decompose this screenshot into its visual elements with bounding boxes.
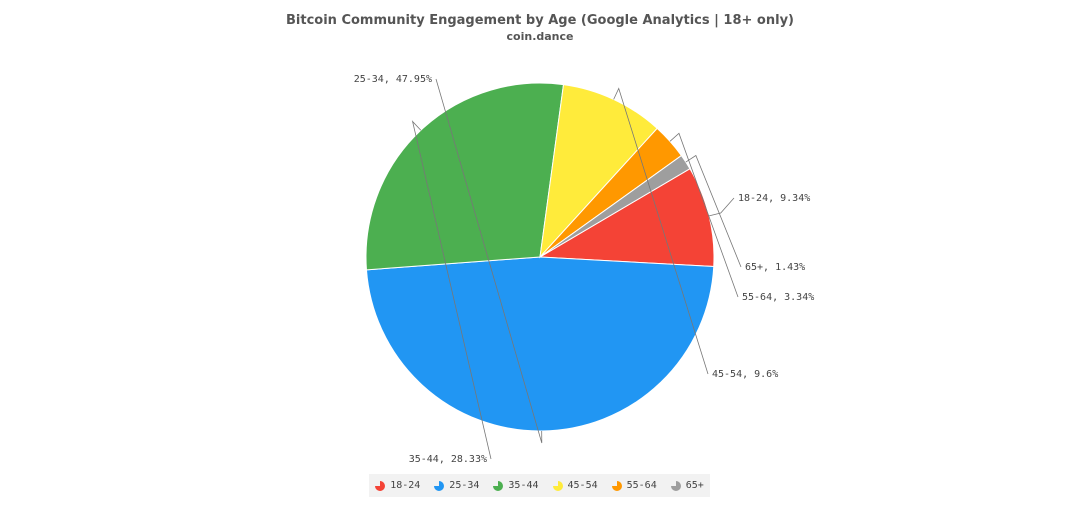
data-label-connector [669,132,739,298]
pie-slice-35-44[interactable] [365,82,565,271]
pie-slice-icon [375,480,386,491]
legend-label: 55-64 [626,480,657,491]
pie-slice-65-plus[interactable] [539,154,691,258]
legend-item-25-34[interactable]: 25-34 [434,480,479,491]
chart-title: Bitcoin Community Engagement by Age (Goo… [286,13,794,28]
pie-slice-25-34[interactable] [365,256,715,432]
chart-subtitle: coin.dance [506,30,574,43]
legend-item-55-64[interactable]: 55-64 [611,480,657,491]
data-label-65-plus: 65+, 1.43% [745,262,805,273]
data-label-35-44: 35-44, 28.33% [409,454,487,465]
legend-label: 65+ [685,480,704,491]
legend-item-45-54[interactable]: 45-54 [552,480,598,491]
data-label-45-54: 45-54, 9.6% [712,369,778,380]
pie-slice-icon [670,480,681,491]
legend-label: 45-54 [567,480,598,491]
pie-slice-icon [434,480,445,491]
legend-item-18-24[interactable]: 18-24 [375,480,420,491]
chart-legend: 18-24 25-34 35-44 45-54 55-64 65+ [369,474,710,497]
data-label-connector [613,87,709,375]
legend-label: 25-34 [449,480,480,491]
data-label-connector [685,154,742,268]
pie-slice-45-54[interactable] [539,84,658,259]
pie-slice-icon [552,480,563,491]
legend-item-35-44[interactable]: 35-44 [493,480,539,491]
legend-label: 18-24 [390,480,421,491]
data-label-connector [435,78,543,444]
data-label-connector [411,120,492,460]
legend-label: 35-44 [508,480,539,491]
legend-item-65-plus[interactable]: 65+ [670,480,704,491]
data-label-18-24: 18-24, 9.34% [738,193,810,204]
data-label-25-34: 25-34, 47.95% [354,74,432,85]
pie-slice-icon [611,480,622,491]
data-label-55-64: 55-64, 3.34% [742,292,814,303]
data-label-connector [708,197,735,217]
pie-slice-icon [493,480,504,491]
